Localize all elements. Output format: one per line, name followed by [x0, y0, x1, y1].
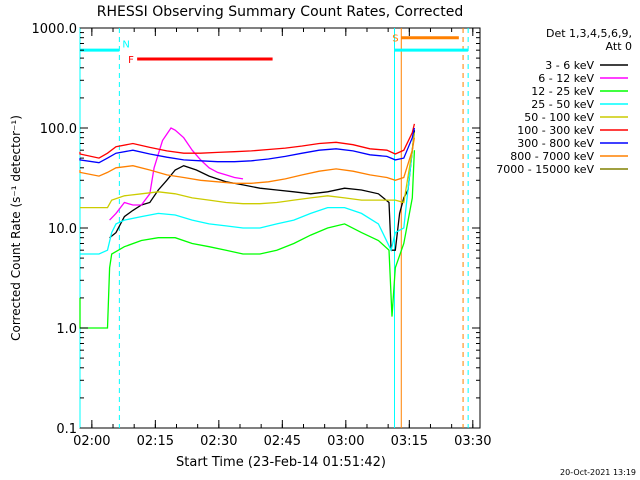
- x-axis-label: Start Time (23-Feb-14 01:51:42): [176, 455, 386, 470]
- series-line-0: [109, 130, 416, 251]
- legend-header-attenuator: Att 0: [606, 40, 632, 53]
- x-tick-label: 02:00: [73, 434, 110, 449]
- flag-label: N: [122, 39, 129, 50]
- series-line-6: [79, 127, 416, 164]
- y-tick-label: 1000.0: [32, 22, 78, 37]
- legend-label: 100 - 300 keV: [517, 124, 594, 137]
- legend-label: 7000 - 15000 keV: [496, 163, 594, 176]
- legend-label: 3 - 6 keV: [545, 59, 594, 72]
- x-tick-label: 03:00: [327, 434, 364, 449]
- x-tick-label: 03:15: [391, 434, 428, 449]
- flag-label: S: [392, 34, 398, 45]
- series-line-4: [80, 132, 416, 209]
- marker-layer: [79, 28, 469, 428]
- series-line-3: [80, 132, 416, 255]
- axis-layer: 0.1 1.0 10.0 100.0 1000.0 02:00 02:15 02:30 02:4…: [32, 22, 492, 449]
- y-tick-label: 1.0: [56, 322, 77, 337]
- plot-area-frame: [79, 27, 481, 429]
- y-tick-label: 0.1: [56, 422, 77, 437]
- flag-label: F: [128, 55, 134, 66]
- x-tick-label: 02:15: [137, 434, 174, 449]
- legend-label: 12 - 25 keV: [531, 85, 594, 98]
- timestamp: 20-Oct-2021 13:19: [560, 468, 636, 477]
- y-tick-label: 100.0: [40, 122, 77, 137]
- x-tick-label: 03:30: [454, 434, 491, 449]
- series-layer: [79, 123, 416, 329]
- series-line-1: [109, 127, 244, 221]
- series-line-2: [79, 150, 416, 329]
- x-tick-label: 02:30: [200, 434, 237, 449]
- flag-layer: NF S: [80, 34, 469, 66]
- series-line-5: [79, 123, 416, 159]
- legend-label: 800 - 7000 keV: [510, 150, 594, 163]
- y-tick-label: 10.0: [48, 222, 77, 237]
- y-axis-label: Corrected Count Rate (s⁻¹ detector⁻¹): [9, 115, 23, 341]
- legend-header-detectors: Det 1,3,4,5,6,9,: [546, 27, 632, 40]
- x-tick-label: 02:45: [264, 434, 301, 449]
- legend-label: 50 - 100 keV: [524, 111, 594, 124]
- legend-label: 6 - 12 keV: [538, 72, 594, 85]
- legend-label: 25 - 50 keV: [531, 98, 594, 111]
- series-line-7: [79, 137, 416, 184]
- chart-title: RHESSI Observing Summary Count Rates, Co…: [97, 4, 463, 20]
- legend-label: 300 - 800 keV: [517, 137, 594, 150]
